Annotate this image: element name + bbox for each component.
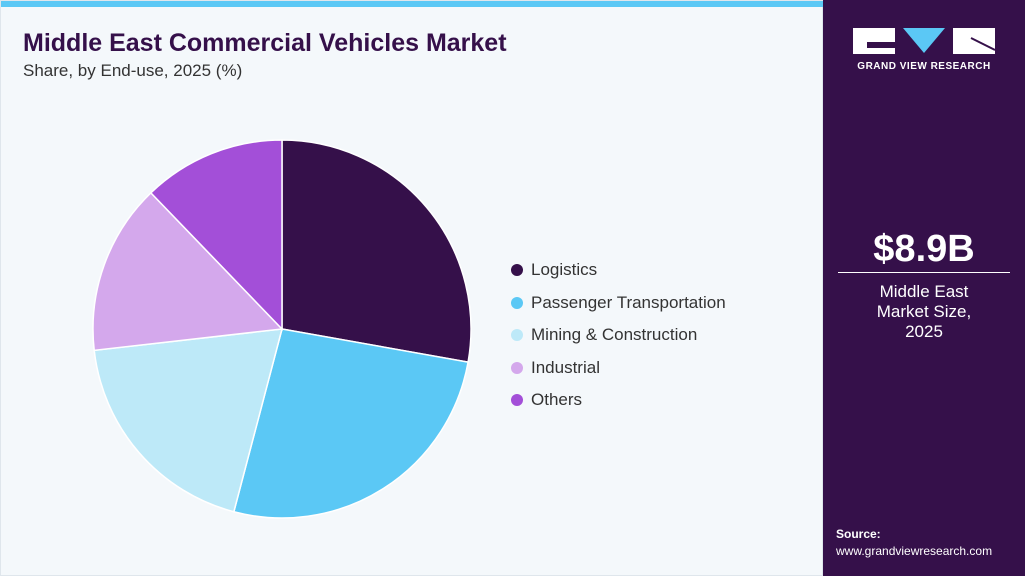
market-value: $8.9B [873, 228, 975, 270]
accent-bar [1, 1, 824, 7]
market-label-line: Middle East [879, 282, 969, 301]
market-label-line: 2025 [905, 322, 943, 341]
market-label: Middle East Market Size, 2025 [823, 282, 1025, 342]
legend: Logistics Passenger Transportation Minin… [511, 254, 726, 417]
source-link[interactable]: www.grandviewresearch.com [836, 544, 993, 558]
pie-slice-mining-construction [93, 328, 284, 513]
divider [838, 272, 1010, 273]
logo-text: GRAND VIEW RESEARCH [857, 61, 991, 72]
legend-item: Others [511, 384, 726, 417]
legend-swatch [511, 394, 523, 407]
chart-panel: Middle East Commercial Vehicles Market S… [0, 0, 824, 576]
legend-label: Logistics [531, 260, 598, 280]
legend-label: Passenger Transportation [531, 292, 726, 312]
legend-label: Others [531, 390, 583, 410]
source-label: Source: [836, 527, 881, 541]
chart-title: Middle East Commercial Vehicles Market [23, 29, 507, 57]
pie-slice-logistics [281, 139, 472, 363]
pie-slice-passenger-transportation [232, 328, 469, 519]
legend-swatch [511, 264, 523, 277]
source: Source: www.grandviewresearch.com [836, 526, 992, 560]
legend-item: Mining & Construction [511, 319, 726, 352]
legend-item: Logistics [511, 254, 726, 287]
pie-chart [92, 139, 472, 519]
legend-label: Mining & Construction [531, 325, 698, 345]
legend-label: Industrial [531, 357, 600, 377]
pie-slice-industrial [92, 191, 284, 352]
market-label-line: Market Size, [876, 302, 972, 321]
legend-item: Passenger Transportation [511, 287, 726, 320]
pie-slice-others [149, 139, 283, 331]
legend-item: Industrial [511, 352, 726, 385]
grand-view-research-logo [853, 28, 995, 54]
legend-swatch [511, 361, 523, 374]
sidebar: GRAND VIEW RESEARCH $8.9B Middle East Ma… [823, 0, 1025, 576]
legend-swatch [511, 329, 523, 342]
legend-swatch [511, 296, 523, 309]
chart-subtitle: Share, by End-use, 2025 (%) [23, 61, 243, 80]
